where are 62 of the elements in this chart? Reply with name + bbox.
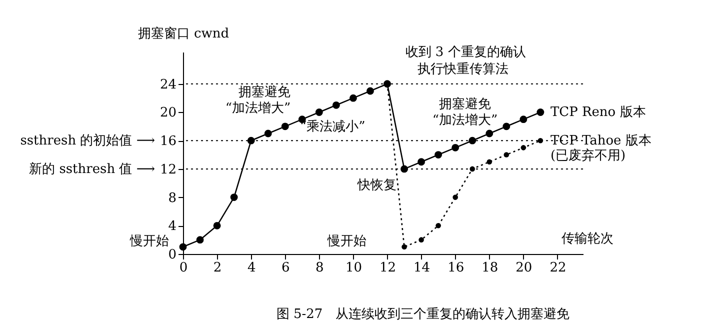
y-axis-title: 拥塞窗口 cwnd [138,26,230,42]
x-tick-label: 10 [345,260,362,276]
x-tick-label: 8 [316,260,324,276]
point [247,136,255,144]
point [452,144,460,152]
annotation: 慢开始 [129,234,169,249]
point [520,145,526,150]
y-tick-label: 20 [160,106,176,121]
point [264,130,272,138]
x-tick-label: 22 [550,260,566,276]
point [468,136,476,144]
point [486,130,494,138]
point [502,122,510,130]
x-tick-label: 0 [179,260,188,276]
point [520,116,528,124]
text: 图 5-27 从连续收到三个重复的确认转入拥塞避免 [276,306,570,322]
point [213,222,221,230]
x-tick-label: 16 [448,260,464,276]
ref-line-label: 新的 ssthresh 值 ⟶ [29,162,156,177]
point [418,237,424,242]
x-tick-label: 2 [213,260,222,276]
point [504,152,510,158]
x-tick-label: 20 [516,260,532,276]
point [179,243,187,251]
x-axis-title: 传输轮次 [562,232,614,246]
annotation: 拥塞避免 [238,84,291,100]
annotation: “加法增大” [225,100,291,116]
y-tick-label: 4 [168,219,176,234]
y-tick-label: 24 [160,77,176,92]
point [486,159,492,164]
series-label: TCP Tahoe 版本 (已废弃不用) [550,134,652,164]
x-tick-label: 4 [247,260,256,276]
x-tick-label: 12 [379,260,396,276]
point [281,122,289,130]
ref-line-label: ssthresh 的初始值 ⟶ [20,134,156,149]
point [452,194,458,200]
point [400,165,408,173]
point [536,108,544,116]
y-tick-label: 12 [160,162,176,178]
y-tick-label: 8 [168,190,176,206]
annotation: 快恢复 [356,178,396,193]
point [230,194,238,201]
point [434,151,442,158]
annotation: 执行快重传算法 [417,62,508,77]
y-tick-label: 0 [168,248,176,262]
point [315,108,323,116]
point [332,101,340,109]
point [350,94,357,102]
annotation: “加法增大” [432,113,498,128]
point [196,236,204,244]
x-tick-label: 14 [414,260,430,276]
point [402,244,407,250]
series-label: TCP Reno 版本 [550,105,646,120]
annotation: 慢开始 [326,234,366,249]
x-tick-label: 18 [482,260,498,276]
point [366,87,374,95]
annotation: 收到 3 个重复的确认 [405,44,526,60]
x-tick-label: 6 [281,260,290,276]
y-tick-label: 16 [160,134,176,150]
point [436,223,441,228]
point [418,158,426,166]
annotation: 拥塞避免 [439,96,491,112]
